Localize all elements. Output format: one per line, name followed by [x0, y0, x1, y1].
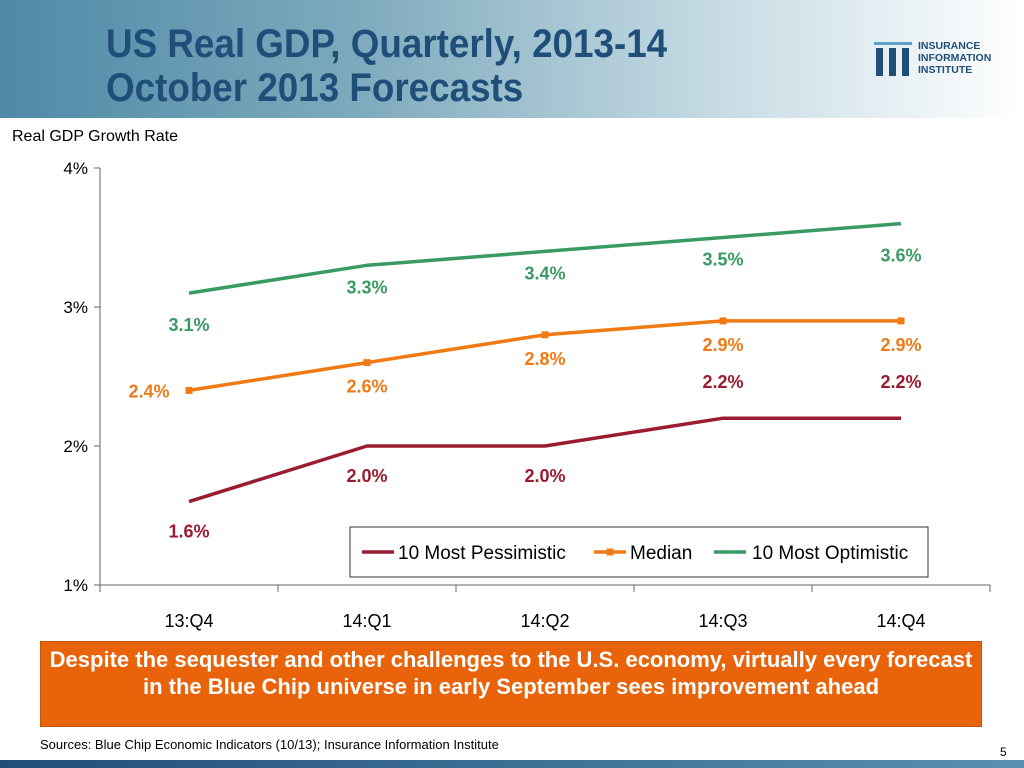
title-line-1: US Real GDP, Quarterly, 2013-14 [106, 22, 668, 66]
logo-line-2: INFORMATION [918, 52, 992, 64]
title-line-2: October 2013 Forecasts [106, 66, 524, 110]
x-tick-label-1: 14:Q1 [342, 611, 391, 631]
logo-text: INSURANCE INFORMATION INSTITUTE [918, 40, 991, 76]
series-1-point-1 [363, 359, 371, 367]
x-tick-label-3: 14:Q3 [698, 611, 747, 631]
series-1-point-3 [719, 317, 727, 325]
series-2-label-1: 3.3% [346, 277, 387, 297]
legend-label-1: Median [630, 543, 692, 564]
y-tick-label-3: 4% [63, 159, 88, 178]
series-2-label-0: 3.1% [168, 315, 209, 335]
series-0-label-0: 1.6% [168, 522, 209, 542]
series-line-0 [188, 416, 901, 504]
series-line-2 [188, 221, 902, 295]
callout-text: Despite the sequester and other challeng… [49, 647, 973, 699]
series-2-label-3: 3.5% [702, 250, 743, 270]
series-1-label-2: 2.8% [524, 349, 565, 369]
series-0-label-4: 2.2% [880, 372, 921, 392]
slide-number: 5 [1000, 745, 1007, 759]
series-1-label-1: 2.6% [346, 377, 387, 397]
series-1-label-4: 2.9% [880, 335, 921, 355]
series-1-label-0: 2.4% [128, 381, 169, 401]
logo-line-1: INSURANCE [918, 40, 981, 52]
series-1-point-4 [897, 317, 905, 325]
series-0-label-1: 2.0% [346, 466, 387, 486]
y-tick-label-0: 1% [63, 576, 88, 595]
series-2-label-2: 3.4% [524, 263, 565, 283]
logo-line-3: INSTITUTE [918, 64, 973, 76]
x-tick-label-0: 13:Q4 [164, 611, 213, 631]
x-tick-label-2: 14:Q2 [520, 611, 569, 631]
legend-label-0: 10 Most Pessimistic [398, 543, 566, 564]
series-1-label-3: 2.9% [702, 335, 743, 355]
series-1-point-0 [185, 386, 193, 394]
x-tick-label-4: 14:Q4 [876, 611, 925, 631]
series-0-label-3: 2.2% [702, 372, 743, 392]
header-band [0, 0, 1024, 118]
iii-logo-mark-icon [874, 42, 912, 76]
y-tick-label-1: 2% [63, 437, 88, 456]
source-note: Sources: Blue Chip Economic Indicators (… [40, 737, 499, 752]
legend-label-2: 10 Most Optimistic [752, 543, 908, 564]
series-2-label-4: 3.6% [880, 246, 921, 266]
series-1-point-2 [541, 331, 549, 339]
insurance-information-institute-logo: INSURANCE INFORMATION INSTITUTE [872, 38, 1012, 78]
legend-marker-1 [606, 548, 614, 556]
footer-bar [0, 760, 1024, 768]
slide-title: US Real GDP, Quarterly, 2013-14 October … [106, 22, 768, 110]
gdp-line-chart: 1% 2% 3% 4% 13:Q4 14:Q1 14:Q2 14:Q3 14:Q4 1.6% 2.0… [63, 159, 991, 631]
legend-box [349, 526, 929, 578]
y-tick-label-2: 3% [63, 298, 88, 317]
series-0-label-2: 2.0% [524, 466, 565, 486]
y-axis-title: Real GDP Growth Rate [12, 128, 178, 145]
callout-box: Despite the sequester and other challeng… [40, 641, 982, 727]
